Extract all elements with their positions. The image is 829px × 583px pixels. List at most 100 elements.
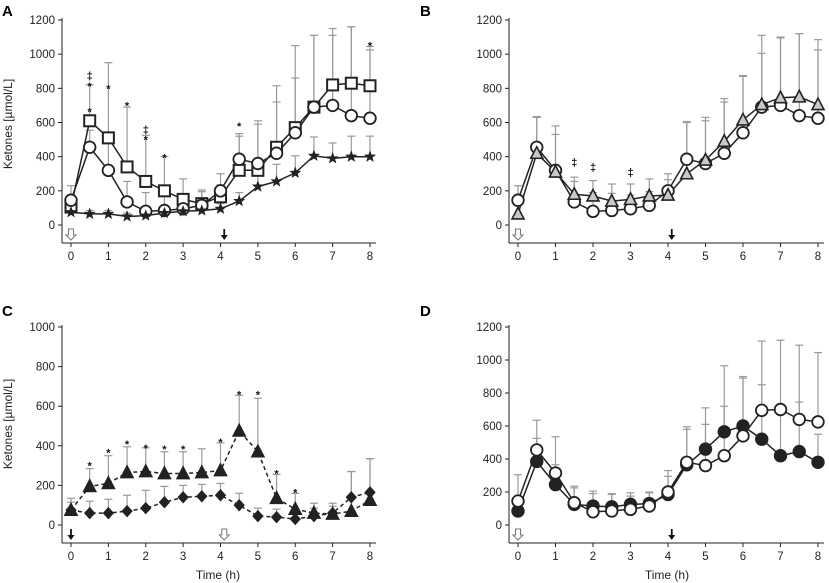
data-point-star bbox=[121, 210, 134, 222]
data-point-diamond bbox=[289, 512, 301, 526]
panel-c-plot: 0 200 400 600 800 1000 0 1 2 3 4 5 6 7 8 * * * * * * * * * * * bbox=[29, 322, 378, 563]
y-tick-label: 600 bbox=[483, 421, 502, 433]
open-arrow-icon bbox=[64, 228, 78, 241]
significance-marker: ‡ bbox=[87, 71, 93, 83]
data-point-filled-circle bbox=[717, 425, 731, 439]
data-point-open-circle bbox=[661, 485, 675, 499]
significance-marker: * bbox=[144, 443, 149, 455]
data-point-circle bbox=[680, 152, 694, 166]
data-point-square bbox=[157, 184, 171, 198]
y-tick-label: 1000 bbox=[29, 322, 55, 334]
data-point-circle bbox=[82, 140, 97, 154]
y-tick-label: 1000 bbox=[476, 355, 502, 367]
data-point-open-circle bbox=[530, 443, 544, 457]
x-tick-label: 3 bbox=[627, 251, 633, 263]
x-tick-label: 3 bbox=[180, 551, 186, 563]
significance-marker: * bbox=[368, 41, 373, 53]
data-point-triangle bbox=[157, 465, 172, 480]
solid-arrow-icon bbox=[220, 235, 228, 240]
y-tick-label: 1000 bbox=[29, 49, 55, 61]
y-tick-label: 0 bbox=[49, 520, 55, 532]
data-point-star bbox=[177, 204, 190, 217]
data-point-filled-circle bbox=[530, 454, 544, 469]
y-tick-label: 1200 bbox=[29, 15, 55, 27]
x-axis-label-d: Time (h) bbox=[645, 568, 689, 582]
data-point-triangle bbox=[623, 191, 638, 206]
data-point-diamond bbox=[326, 506, 339, 520]
data-point-triangle bbox=[194, 464, 210, 479]
data-point-star bbox=[214, 202, 227, 214]
data-point-triangle bbox=[810, 96, 826, 111]
x-tick-label: 0 bbox=[68, 251, 74, 263]
data-point-open-circle bbox=[586, 505, 600, 519]
significance-marker: * bbox=[88, 81, 93, 93]
data-point-diamond bbox=[308, 509, 320, 523]
data-point-star bbox=[195, 204, 208, 216]
data-point-square bbox=[363, 79, 377, 93]
data-point-star bbox=[363, 150, 377, 162]
x-tick-label: 0 bbox=[68, 551, 74, 563]
solid-arrow-icon bbox=[668, 535, 676, 540]
x-tick-label: 8 bbox=[815, 551, 821, 563]
data-point-square bbox=[120, 160, 134, 174]
y-tick-label: 400 bbox=[483, 454, 502, 466]
data-point-filled-circle bbox=[698, 442, 713, 456]
x-tick-label: 2 bbox=[143, 551, 149, 563]
significance-marker: ‡ bbox=[571, 157, 577, 169]
data-point-circle bbox=[213, 184, 228, 198]
data-point-circle bbox=[344, 108, 359, 123]
data-point-circle bbox=[717, 146, 731, 160]
x-tick-label: 2 bbox=[590, 251, 596, 263]
data-point-star bbox=[345, 150, 358, 162]
x-tick-label: 4 bbox=[217, 251, 224, 263]
data-point-circle bbox=[269, 146, 284, 160]
data-point-triangle bbox=[287, 500, 303, 515]
panel-b-plot: 0 200 400 600 800 1000 1200 0 1 2 3 4 5 6 7 8 ‡ ‡ ‡ bbox=[476, 15, 826, 263]
significance-marker: * bbox=[106, 448, 111, 460]
data-point-diamond bbox=[84, 506, 96, 520]
x-tick-label: 1 bbox=[105, 551, 111, 563]
data-point-square bbox=[83, 114, 97, 128]
x-tick-label: 2 bbox=[590, 551, 596, 563]
x-tick-label: 1 bbox=[552, 551, 558, 563]
data-point-open-circle bbox=[773, 402, 788, 417]
data-point-triangle bbox=[343, 502, 359, 517]
y-tick-label: 200 bbox=[36, 186, 55, 198]
data-point-open-circle bbox=[511, 494, 525, 508]
data-point-triangle bbox=[510, 205, 526, 220]
y-tick-label: 400 bbox=[36, 441, 55, 453]
significance-marker: * bbox=[162, 444, 167, 456]
data-point-open-circle bbox=[605, 504, 619, 518]
x-tick-label: 8 bbox=[367, 251, 373, 263]
x-tick-label: 4 bbox=[665, 551, 672, 563]
significance-marker: * bbox=[125, 100, 130, 112]
data-point-triangle bbox=[679, 165, 695, 180]
data-point-open-circle bbox=[623, 502, 638, 517]
significance-marker: * bbox=[106, 83, 111, 95]
x-tick-label: 5 bbox=[255, 251, 261, 263]
significance-marker: * bbox=[144, 135, 149, 147]
data-point-star bbox=[270, 175, 283, 187]
y-tick-label: 0 bbox=[49, 220, 55, 232]
data-point-triangle bbox=[754, 96, 770, 111]
data-point-open-circle bbox=[642, 499, 656, 513]
data-point-circle bbox=[120, 195, 134, 209]
panel-label-a: A bbox=[2, 3, 13, 20]
data-point-star bbox=[139, 209, 152, 221]
data-point-triangle bbox=[716, 133, 732, 148]
data-point-diamond bbox=[233, 498, 245, 512]
data-point-diamond bbox=[196, 490, 208, 503]
data-point-triangle bbox=[698, 151, 713, 166]
significance-marker: * bbox=[88, 461, 93, 473]
x-tick-label: 1 bbox=[105, 251, 111, 263]
panel-label-c: C bbox=[2, 303, 13, 320]
x-tick-label: 0 bbox=[515, 551, 521, 563]
y-tick-label: 800 bbox=[483, 83, 502, 95]
x-tick-label: 3 bbox=[180, 251, 186, 263]
x-tick-label: 6 bbox=[740, 551, 746, 563]
x-tick-label: 5 bbox=[702, 251, 708, 263]
data-point-filled-circle bbox=[548, 477, 563, 492]
data-point-filled-circle bbox=[755, 432, 769, 446]
